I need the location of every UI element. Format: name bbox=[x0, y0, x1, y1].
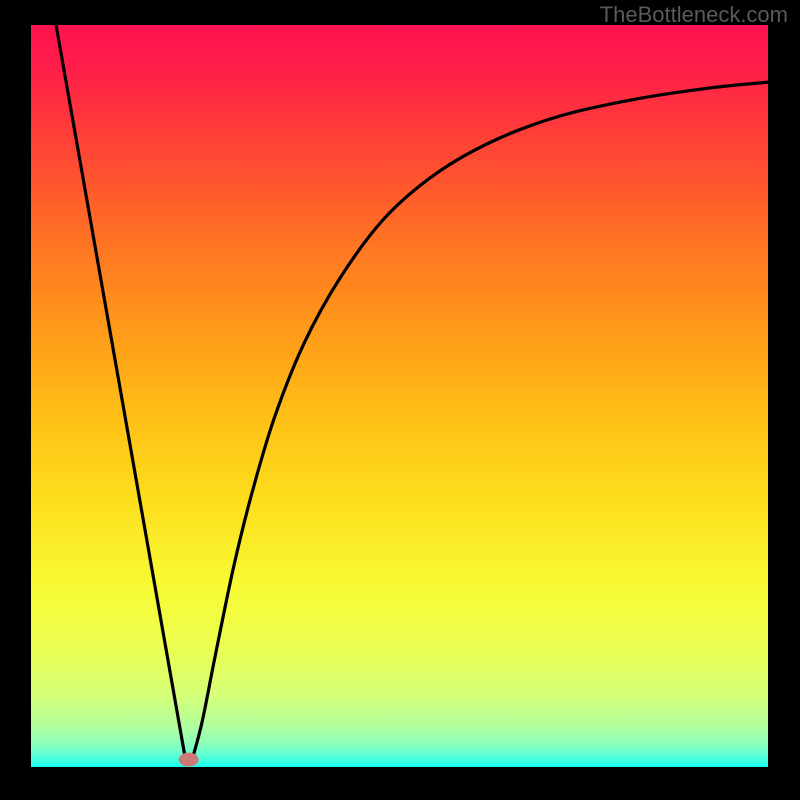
valley-marker bbox=[179, 753, 199, 767]
plot-gradient-background bbox=[31, 25, 768, 767]
watermark-text: TheBottleneck.com bbox=[600, 2, 788, 28]
chart-svg bbox=[0, 0, 800, 800]
